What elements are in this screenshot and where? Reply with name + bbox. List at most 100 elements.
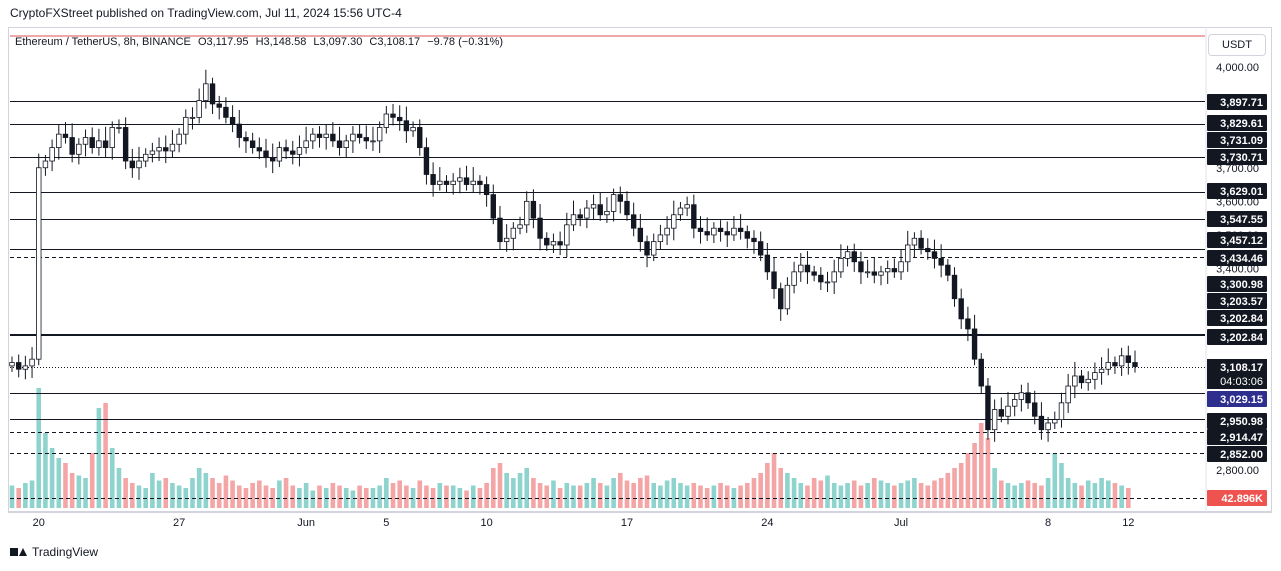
candle[interactable] [530, 189, 537, 229]
candle[interactable] [931, 239, 938, 269]
candle[interactable] [844, 245, 851, 267]
candle[interactable] [630, 202, 637, 237]
candle[interactable] [731, 216, 737, 241]
candle[interactable] [985, 377, 991, 440]
candle[interactable] [951, 267, 958, 307]
candle[interactable] [784, 277, 791, 315]
candle[interactable] [76, 138, 82, 165]
candle[interactable] [918, 230, 924, 255]
candle[interactable] [925, 238, 931, 260]
candle[interactable] [1025, 382, 1031, 409]
candle[interactable] [610, 188, 617, 222]
candle[interactable] [1038, 402, 1045, 440]
candle[interactable] [116, 119, 122, 134]
candle[interactable] [370, 126, 376, 151]
candle[interactable] [62, 122, 69, 144]
candle[interactable] [503, 224, 510, 252]
candle[interactable] [163, 135, 169, 164]
candle[interactable] [303, 126, 309, 154]
candle[interactable] [89, 127, 95, 154]
candle[interactable] [858, 251, 864, 284]
candle[interactable] [183, 109, 189, 145]
candle[interactable] [764, 242, 771, 280]
candle[interactable] [971, 314, 978, 366]
candle[interactable] [831, 259, 837, 295]
candle[interactable] [1098, 357, 1105, 385]
candle[interactable] [296, 135, 303, 167]
candle[interactable] [343, 134, 349, 158]
candle[interactable] [510, 222, 517, 251]
candle[interactable] [142, 148, 149, 168]
candle[interactable] [15, 354, 22, 378]
candle[interactable] [450, 173, 456, 195]
candle[interactable] [570, 200, 577, 231]
candle[interactable] [69, 123, 75, 163]
candle[interactable] [156, 137, 162, 162]
candle[interactable] [22, 355, 29, 380]
candle[interactable] [737, 214, 744, 240]
candle[interactable] [410, 121, 416, 137]
candle[interactable] [1058, 392, 1065, 428]
candle[interactable] [1052, 411, 1058, 430]
candle[interactable] [430, 162, 436, 197]
candle[interactable] [1065, 373, 1071, 413]
candle[interactable] [978, 353, 984, 395]
candle[interactable] [290, 140, 296, 165]
candle[interactable] [724, 221, 730, 248]
candle[interactable] [149, 142, 156, 163]
candle[interactable] [938, 244, 944, 278]
candle[interactable] [684, 196, 690, 217]
candle[interactable] [269, 143, 276, 174]
candle[interactable] [1078, 369, 1085, 389]
candle[interactable] [898, 249, 904, 280]
candle[interactable] [811, 265, 817, 282]
candle[interactable] [1118, 347, 1125, 376]
candle[interactable] [824, 271, 831, 293]
candle[interactable] [1018, 384, 1025, 412]
candle[interactable] [671, 200, 677, 241]
candle[interactable] [196, 88, 202, 124]
candle[interactable] [483, 176, 490, 207]
candle[interactable] [905, 230, 911, 272]
currency-button[interactable]: USDT [1208, 34, 1266, 56]
candle[interactable] [624, 191, 630, 221]
candle[interactable] [383, 105, 390, 134]
candle[interactable] [330, 122, 336, 147]
candle[interactable] [356, 124, 363, 144]
candle[interactable] [584, 199, 590, 229]
candle[interactable] [236, 109, 242, 148]
candle[interactable] [417, 119, 423, 156]
candle[interactable] [524, 191, 530, 233]
candle[interactable] [437, 167, 443, 191]
candle[interactable] [965, 306, 971, 342]
candle[interactable] [557, 231, 563, 256]
candle[interactable] [229, 105, 236, 133]
candle[interactable] [597, 192, 603, 221]
candle[interactable] [697, 216, 704, 244]
candle[interactable] [376, 121, 383, 153]
candle[interactable] [477, 175, 483, 195]
candle[interactable] [263, 138, 269, 168]
candle[interactable] [336, 126, 343, 156]
candle[interactable] [363, 125, 369, 149]
candle[interactable] [403, 106, 410, 143]
candle[interactable] [1085, 371, 1091, 391]
candle[interactable] [249, 132, 256, 154]
candle[interactable] [203, 69, 209, 109]
candle[interactable] [350, 126, 356, 153]
candle[interactable] [9, 356, 15, 372]
candle[interactable] [1045, 416, 1051, 442]
candle[interactable] [390, 103, 396, 126]
candle[interactable] [1125, 345, 1132, 375]
candle[interactable] [577, 208, 583, 227]
candle[interactable] [283, 139, 289, 160]
candle[interactable] [223, 97, 229, 124]
candle[interactable] [276, 141, 283, 168]
candle[interactable] [838, 244, 844, 278]
candle[interactable] [470, 167, 476, 193]
candle[interactable] [704, 217, 710, 241]
candle[interactable] [711, 222, 717, 243]
candle[interactable] [176, 128, 182, 153]
candle[interactable] [757, 231, 764, 262]
